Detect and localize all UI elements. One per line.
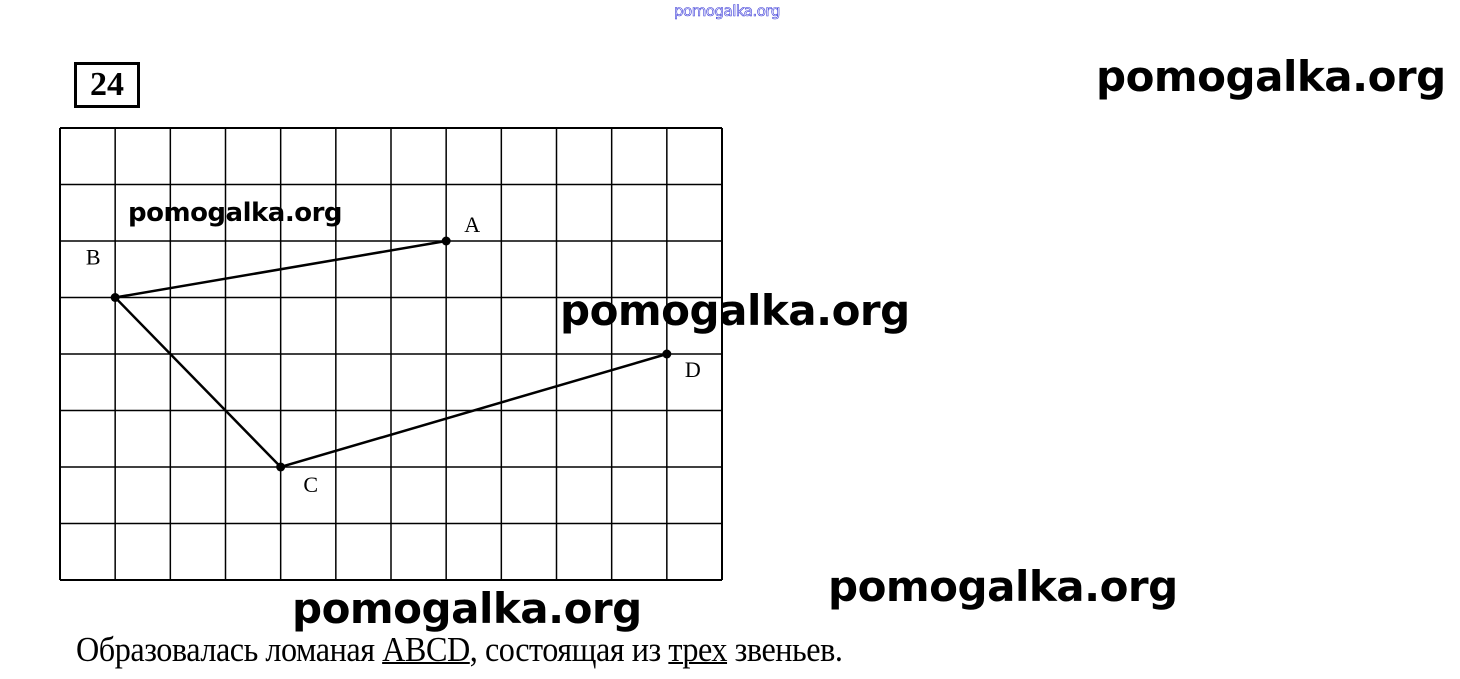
- polyline-abcd: [112, 239, 668, 469]
- segment-count: трех: [668, 630, 728, 669]
- caption-text: Образовалась ломаная: [76, 630, 383, 669]
- point-label-c: C: [303, 472, 318, 497]
- point-c: [276, 462, 286, 472]
- point-label-d: D: [685, 357, 701, 382]
- point-label-a: A: [464, 212, 480, 237]
- caption-text: , состоящая из: [469, 630, 669, 669]
- point-d: [662, 349, 672, 359]
- watermark: pomogalka.org: [292, 584, 642, 633]
- caption-text: звеньев.: [727, 630, 843, 669]
- watermark: pomogalka.org: [560, 286, 910, 335]
- watermark: pomogalka.org: [828, 562, 1178, 611]
- point-label-b: B: [86, 245, 101, 270]
- caption: Образовалась ломаная ABCD, состоящая из …: [76, 630, 843, 670]
- watermark: pomogalka.org: [1096, 52, 1446, 101]
- point-b: [110, 293, 120, 302]
- watermark: pomogalka.org: [128, 198, 343, 228]
- polyline-name: ABCD: [382, 630, 470, 669]
- site-watermark-top[interactable]: pomogalka.org: [674, 2, 781, 21]
- problem-number: 24: [74, 62, 140, 108]
- point-a: [441, 236, 451, 246]
